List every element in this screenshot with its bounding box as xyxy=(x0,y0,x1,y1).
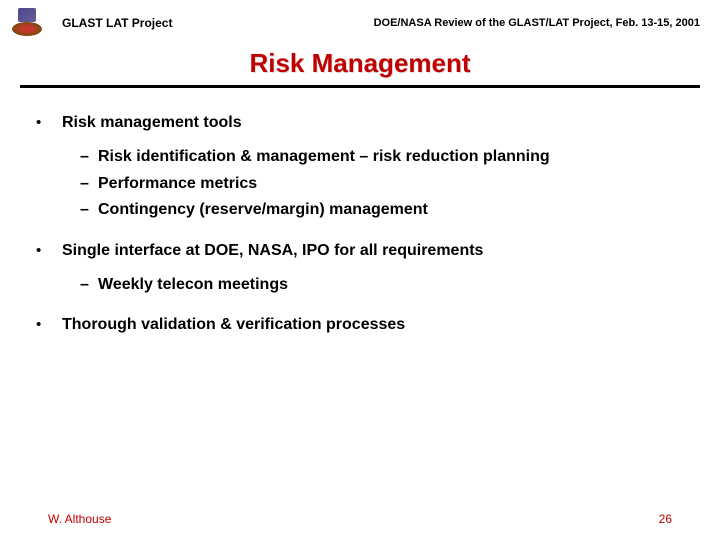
slide-title: Risk Management xyxy=(0,48,720,79)
header-project-name: GLAST LAT Project xyxy=(62,16,172,30)
title-underline xyxy=(20,85,700,88)
bullet-item: •Risk management tools xyxy=(36,112,684,134)
sub-bullet-marker-icon: – xyxy=(80,146,98,168)
sub-bullet-list: –Weekly telecon meetings xyxy=(80,274,684,296)
bullet-text: Risk management tools xyxy=(62,112,242,134)
slide-content: •Risk management tools–Risk identificati… xyxy=(0,112,720,337)
footer-page-number: 26 xyxy=(659,512,672,526)
sub-bullet-marker-icon: – xyxy=(80,199,98,221)
bullet-marker-icon: • xyxy=(36,112,62,133)
bullet-marker-icon: • xyxy=(36,314,62,335)
sub-bullet-text: Performance metrics xyxy=(98,173,257,195)
bullet-marker-icon: • xyxy=(36,240,62,261)
sub-bullet-text: Weekly telecon meetings xyxy=(98,274,288,296)
sub-bullet-item: –Contingency (reserve/margin) management xyxy=(80,199,684,221)
sub-bullet-marker-icon: – xyxy=(80,173,98,195)
sub-bullet-text: Risk identification & management – risk … xyxy=(98,146,550,168)
sub-bullet-item: –Risk identification & management – risk… xyxy=(80,146,684,168)
slide-header: GLAST LAT Project DOE/NASA Review of the… xyxy=(0,0,720,42)
slide-footer: W. Althouse 26 xyxy=(0,512,720,526)
bullet-text: Thorough validation & verification proce… xyxy=(62,314,405,336)
sub-bullet-item: –Performance metrics xyxy=(80,173,684,195)
sub-bullet-text: Contingency (reserve/margin) management xyxy=(98,199,428,221)
bullet-item: •Single interface at DOE, NASA, IPO for … xyxy=(36,240,684,262)
bullet-text: Single interface at DOE, NASA, IPO for a… xyxy=(62,240,483,262)
sub-bullet-list: –Risk identification & management – risk… xyxy=(80,146,684,221)
footer-author: W. Althouse xyxy=(48,512,111,526)
bullet-item: •Thorough validation & verification proc… xyxy=(36,314,684,336)
sub-bullet-item: –Weekly telecon meetings xyxy=(80,274,684,296)
project-logo xyxy=(10,8,50,38)
header-review-info: DOE/NASA Review of the GLAST/LAT Project… xyxy=(374,17,700,29)
sub-bullet-marker-icon: – xyxy=(80,274,98,296)
